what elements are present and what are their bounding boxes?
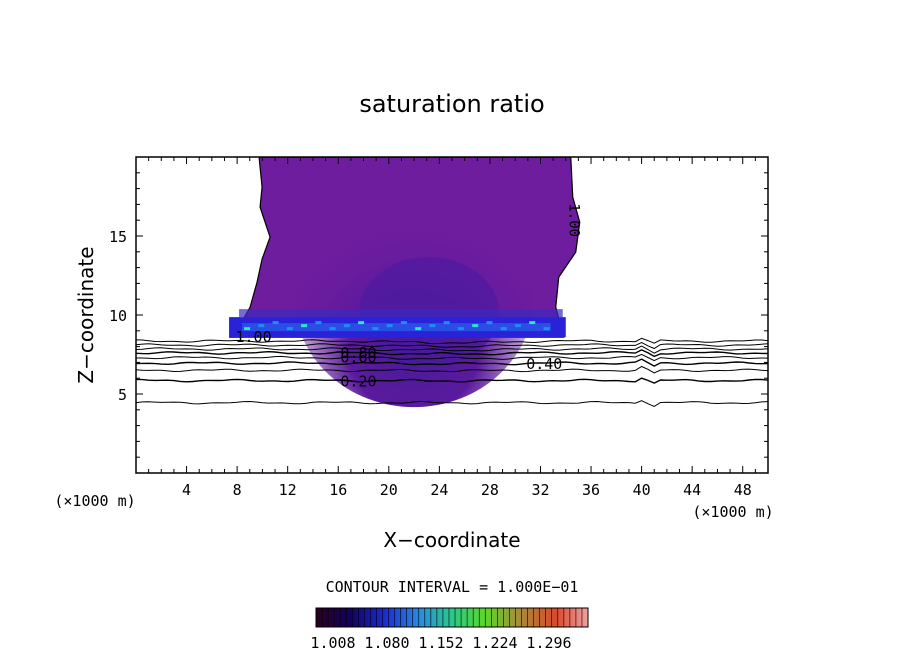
x-tick-label: 24 xyxy=(430,481,448,499)
x-unit-label: (×1000 m) xyxy=(692,503,773,521)
y-tick-label: 15 xyxy=(109,228,127,246)
plot-area xyxy=(136,157,768,408)
x-tick-label: 32 xyxy=(531,481,549,499)
cloud-base-speckle xyxy=(315,321,322,325)
x-tick-label: 4 xyxy=(182,481,191,499)
cloud-base-speckle xyxy=(258,324,265,328)
cloud-base-speckle xyxy=(457,327,464,331)
x-tick-label: 12 xyxy=(279,481,297,499)
cloud-base-speckle xyxy=(486,321,493,325)
cloud-base-speckle xyxy=(415,327,422,331)
x-tick-label: 48 xyxy=(734,481,752,499)
contour-line xyxy=(136,337,768,345)
contour-interval: CONTOUR INTERVAL = 1.000E−01 xyxy=(326,578,579,596)
cloud-base-speckle xyxy=(386,324,393,328)
cloud-base-speckle xyxy=(472,324,479,328)
cloud-base-speckle xyxy=(443,321,450,325)
cloud-base-speckle xyxy=(400,321,407,325)
cloud-base-strip xyxy=(242,323,551,332)
contour-line xyxy=(136,345,768,354)
cloud-base-speckle xyxy=(358,321,365,325)
cloud-base-speckle xyxy=(429,324,436,328)
x-tick-label: 36 xyxy=(582,481,600,499)
colorbar-ticks xyxy=(315,608,589,627)
contour-line xyxy=(136,365,768,374)
supersaturated-region xyxy=(228,157,581,408)
cloud-base-speckle xyxy=(329,327,336,331)
contour-lines xyxy=(136,337,768,407)
colorbar-label: 1.008 xyxy=(310,634,355,652)
cloud-base-speckle xyxy=(343,324,350,328)
contour-line xyxy=(136,342,768,350)
contour-line xyxy=(136,377,768,384)
x-tick-label: 8 xyxy=(233,481,242,499)
cloud-base-speckle xyxy=(372,327,379,331)
contour-label: 1.00 xyxy=(566,203,582,237)
contour-label: 1.00 xyxy=(235,328,271,346)
x-axis-label: X−coordinate xyxy=(383,528,520,552)
contour-label: 0.60 xyxy=(340,349,376,367)
x-tick-label: 28 xyxy=(481,481,499,499)
colorbar-labels: 1.008 1.080 1.152 1.224 1.296 xyxy=(310,634,571,652)
colorbar-label: 1.152 xyxy=(418,634,463,652)
contour-line xyxy=(136,353,768,362)
colorbar xyxy=(315,607,589,628)
x-tick-label: 20 xyxy=(380,481,398,499)
cloud-base-speckle xyxy=(500,327,507,331)
chart-title: saturation ratio xyxy=(359,90,544,118)
cloud-base-speckle xyxy=(244,327,251,331)
y-tick-label: 5 xyxy=(118,386,127,404)
cloud-base-upper xyxy=(239,309,563,318)
colorbar-label: 1.080 xyxy=(364,634,409,652)
z-unit-label: (×1000 m) xyxy=(54,492,135,510)
x-tick-label: 16 xyxy=(329,481,347,499)
cloud-base-speckle xyxy=(543,327,550,331)
y-tick-label: 10 xyxy=(109,307,127,325)
y-axis-label: Z−coordinate xyxy=(74,246,98,383)
contour-label: 0.20 xyxy=(340,372,376,390)
contour-line xyxy=(136,349,768,358)
cloud-base-speckle xyxy=(272,321,279,325)
colorbar-label: 1.224 xyxy=(472,634,517,652)
cloud-base-speckle xyxy=(514,324,521,328)
contour-labels: 1.00 0.800.60 0.40 0.20 1.00 xyxy=(235,203,581,390)
cloud-base-speckle xyxy=(286,327,293,331)
contour-label: 0.40 xyxy=(526,355,562,373)
contour-label: 0.80 xyxy=(340,344,376,362)
cloud-base-speckle xyxy=(301,324,308,328)
contour-line xyxy=(136,400,768,407)
x-tick-label: 44 xyxy=(683,481,701,499)
cloud-base-speckle xyxy=(529,321,536,325)
x-tick-label: 40 xyxy=(633,481,651,499)
colorbar-label: 1.296 xyxy=(526,634,571,652)
contour-line xyxy=(136,358,768,367)
